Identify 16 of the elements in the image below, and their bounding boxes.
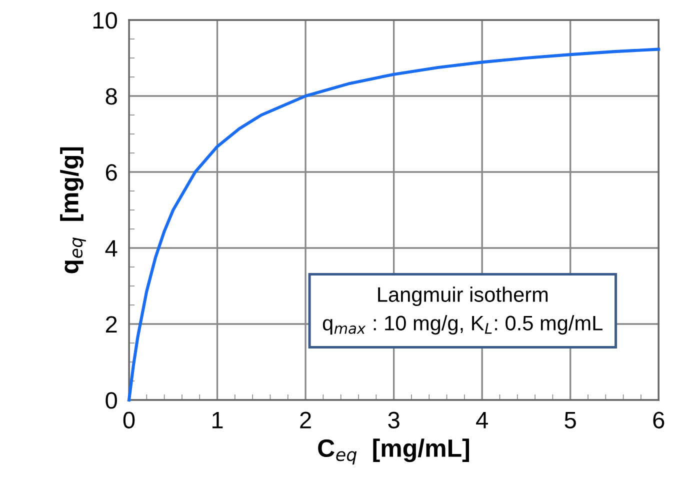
x-tick-label: 5 (564, 412, 576, 428)
y-axis-title: q$_{eq}$ [mg/g] (60, 147, 86, 274)
y-tick-label: 6 (106, 164, 117, 181)
x-tick-label: 2 (300, 412, 311, 428)
x-tick-label: 3 (388, 412, 400, 428)
x-tick-label: 0 (123, 412, 135, 428)
x-tick-label: 6 (653, 412, 664, 428)
text: Langmuir isotherm q$_{max}$ : 10 mg/g, K$_{L}$: 0.5 mg/mL (322, 286, 602, 335)
x-tick-label: 4 (476, 412, 488, 428)
x-axis-title: C$_{eq}$ [mg/mL] (318, 438, 470, 464)
x-tick-label: 1 (212, 412, 223, 428)
y-tick-label: 2 (106, 316, 117, 333)
y-tick-label: 4 (105, 240, 118, 257)
y-tick-label: 8 (106, 88, 117, 105)
y-tick-label: 0 (106, 392, 117, 409)
y-tick-label: 10 (93, 12, 117, 29)
